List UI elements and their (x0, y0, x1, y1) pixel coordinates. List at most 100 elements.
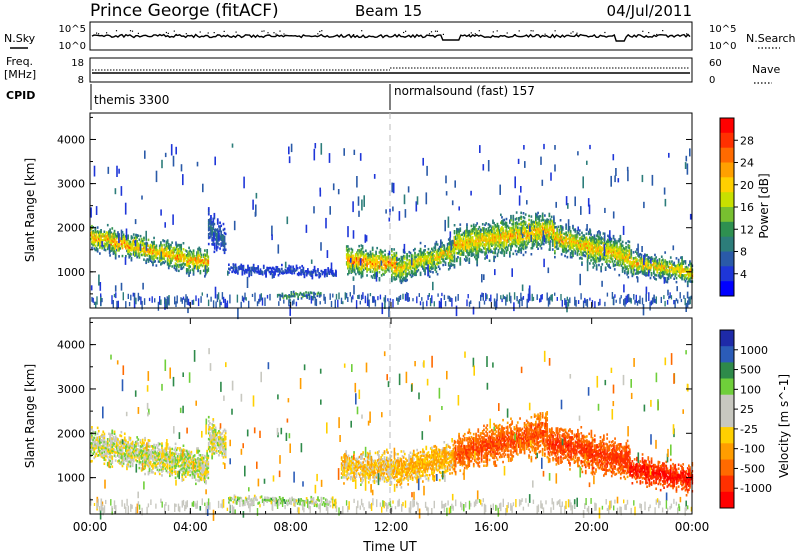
heatmap-cell (384, 295, 387, 303)
heatmap-cell (607, 246, 609, 249)
heatmap-cell (484, 229, 486, 232)
heatmap-cell (163, 253, 166, 257)
heatmap-cell (569, 297, 571, 304)
heatmap-cell (574, 242, 577, 245)
heatmap-cell (485, 240, 488, 243)
heatmap-cell (668, 266, 671, 269)
heatmap-cell (210, 220, 212, 224)
heatmap-cell (110, 249, 113, 252)
heatmap-cell (332, 183, 335, 191)
heatmap-cell (419, 261, 422, 265)
heatmap-cell (554, 240, 556, 243)
heatmap-cell (595, 264, 598, 267)
heatmap-cell (162, 261, 164, 264)
heatmap-cell (90, 231, 92, 235)
heatmap-cell (600, 265, 603, 269)
heatmap-cell (429, 260, 432, 263)
heatmap-cell (401, 258, 404, 261)
heatmap-cell (600, 269, 603, 273)
heatmap-cell (681, 270, 683, 273)
heatmap-cell (411, 258, 413, 266)
heatmap-cell (151, 296, 153, 303)
heatmap-cell (524, 247, 527, 250)
heatmap-cell (535, 238, 537, 241)
heatmap-cell (144, 254, 146, 257)
heatmap-cell (398, 273, 401, 277)
heatmap-cell (380, 250, 383, 253)
heatmap-cell (598, 259, 600, 263)
heatmap-cell (636, 264, 638, 267)
heatmap-cell (494, 231, 497, 235)
heatmap-cell (453, 241, 456, 245)
heatmap-cell (532, 242, 535, 245)
heatmap-cell (591, 300, 594, 307)
heatmap-cell (90, 450, 92, 453)
heatmap-cell (171, 255, 174, 258)
heatmap-cell (102, 456, 105, 459)
heatmap-cell (610, 257, 613, 261)
heatmap-cell (514, 232, 517, 235)
heatmap-cell (202, 259, 205, 263)
heatmap-cell (503, 222, 506, 226)
heatmap-cell (641, 258, 644, 261)
heatmap-cell (311, 274, 314, 278)
heatmap-cell (358, 258, 361, 262)
heatmap-cell (573, 228, 575, 232)
heatmap-cell (127, 252, 129, 255)
heatmap-cell (584, 254, 587, 258)
heatmap-cell (169, 248, 171, 251)
heatmap-cell (116, 234, 118, 238)
heatmap-cell (572, 226, 574, 230)
heatmap-cell (612, 250, 615, 254)
nsearch-point (223, 30, 225, 32)
heatmap-cell (618, 246, 621, 249)
heatmap-cell (428, 251, 431, 255)
heatmap-cell (242, 264, 245, 268)
heatmap-cell (361, 264, 364, 268)
heatmap-cell (671, 266, 673, 269)
heatmap-cell (662, 262, 664, 265)
heatmap-cell (564, 246, 566, 250)
heatmap-cell (391, 275, 393, 279)
heatmap-cell (95, 301, 97, 308)
heatmap-cell (459, 241, 462, 244)
heatmap-cell (574, 230, 577, 233)
heatmap-cell (554, 249, 556, 253)
heatmap-cell (101, 241, 103, 247)
heatmap-cell (496, 230, 499, 234)
heatmap-cell (436, 249, 439, 252)
heatmap-cell (400, 259, 403, 263)
heatmap-cell (367, 252, 370, 255)
heatmap-cell (297, 271, 300, 275)
heatmap-cell (95, 237, 98, 240)
heatmap-cell (476, 263, 479, 267)
heatmap-cell (642, 304, 645, 316)
heatmap-cell (485, 228, 488, 231)
heatmap-cell (465, 245, 467, 248)
heatmap-cell (424, 272, 426, 276)
heatmap-cell (419, 249, 422, 253)
heatmap-cell (416, 258, 419, 261)
heatmap-cell (449, 264, 451, 268)
heatmap-cell (593, 240, 596, 243)
heatmap-cell (545, 227, 547, 230)
heatmap-cell (504, 223, 507, 226)
heatmap-cell (513, 234, 516, 238)
heatmap-cell (615, 249, 617, 253)
heatmap-cell (92, 235, 95, 239)
heatmap-cell (521, 226, 524, 230)
heatmap-cell (475, 244, 477, 247)
heatmap-cell (394, 272, 397, 275)
heatmap-cell (420, 253, 423, 256)
heatmap-cell (516, 250, 519, 253)
heatmap-cell (624, 271, 626, 275)
heatmap-cell (600, 258, 603, 261)
heatmap-cell (106, 231, 109, 235)
heatmap-cell (196, 251, 198, 254)
nsearch-point (207, 32, 209, 34)
heatmap-cell (220, 224, 223, 228)
heatmap-cell (515, 211, 518, 214)
nsearch-point (96, 32, 98, 34)
heatmap-cell (251, 293, 254, 297)
heatmap-cell (507, 230, 510, 233)
